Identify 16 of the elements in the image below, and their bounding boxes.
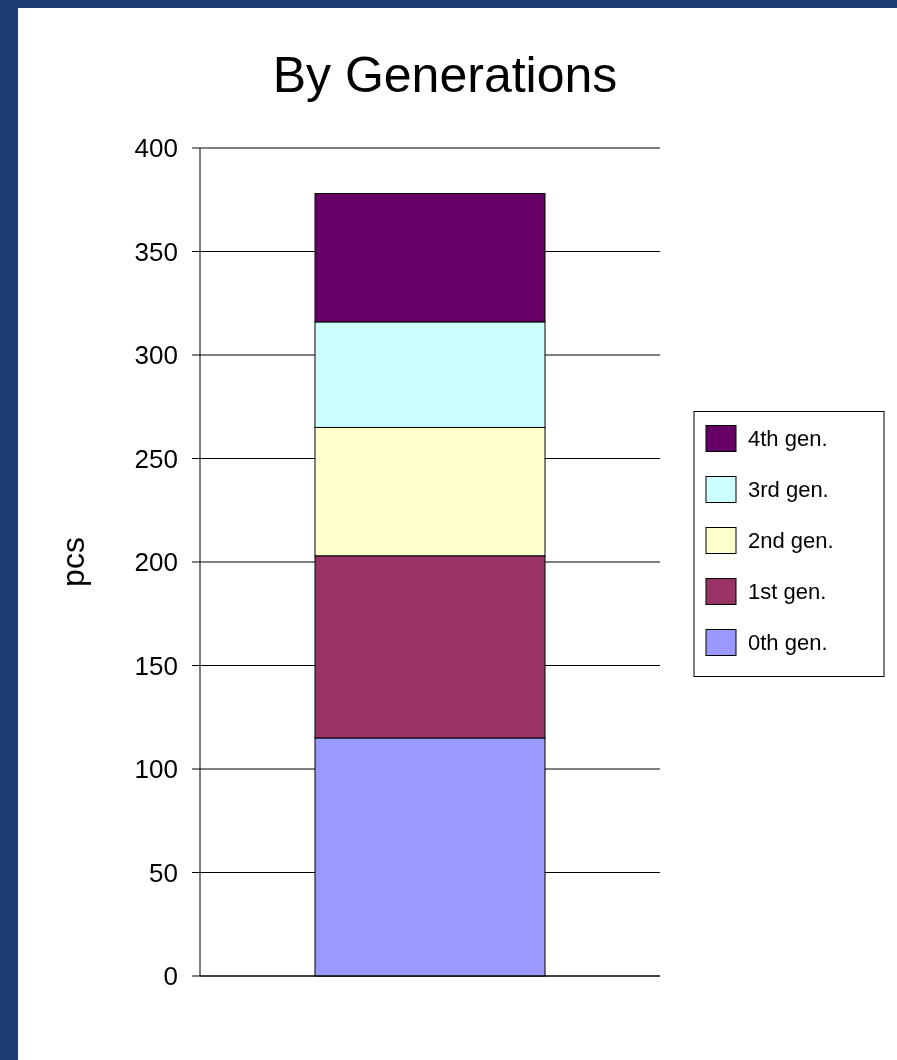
y-tick-label: 400 bbox=[134, 133, 178, 164]
chart-title: By Generations bbox=[272, 47, 618, 103]
y-tick-label: 200 bbox=[134, 547, 178, 578]
y-tick-label: 250 bbox=[134, 443, 178, 474]
y-axis-title: pcs bbox=[55, 537, 91, 587]
legend-label: 1st gen. bbox=[748, 579, 827, 605]
y-tick-label: 350 bbox=[134, 236, 178, 267]
y-tick-label: 50 bbox=[149, 857, 178, 888]
y-tick-label: 100 bbox=[134, 754, 178, 785]
legend-label: 2nd gen. bbox=[748, 528, 834, 554]
y-tick-label: 150 bbox=[134, 650, 178, 681]
y-tick-label: 300 bbox=[134, 340, 178, 371]
legend-label: 3rd gen. bbox=[748, 477, 829, 503]
legend-label: 0th gen. bbox=[748, 630, 828, 656]
legend-label: 4th gen. bbox=[748, 426, 828, 452]
y-tick-label: 0 bbox=[163, 961, 178, 992]
